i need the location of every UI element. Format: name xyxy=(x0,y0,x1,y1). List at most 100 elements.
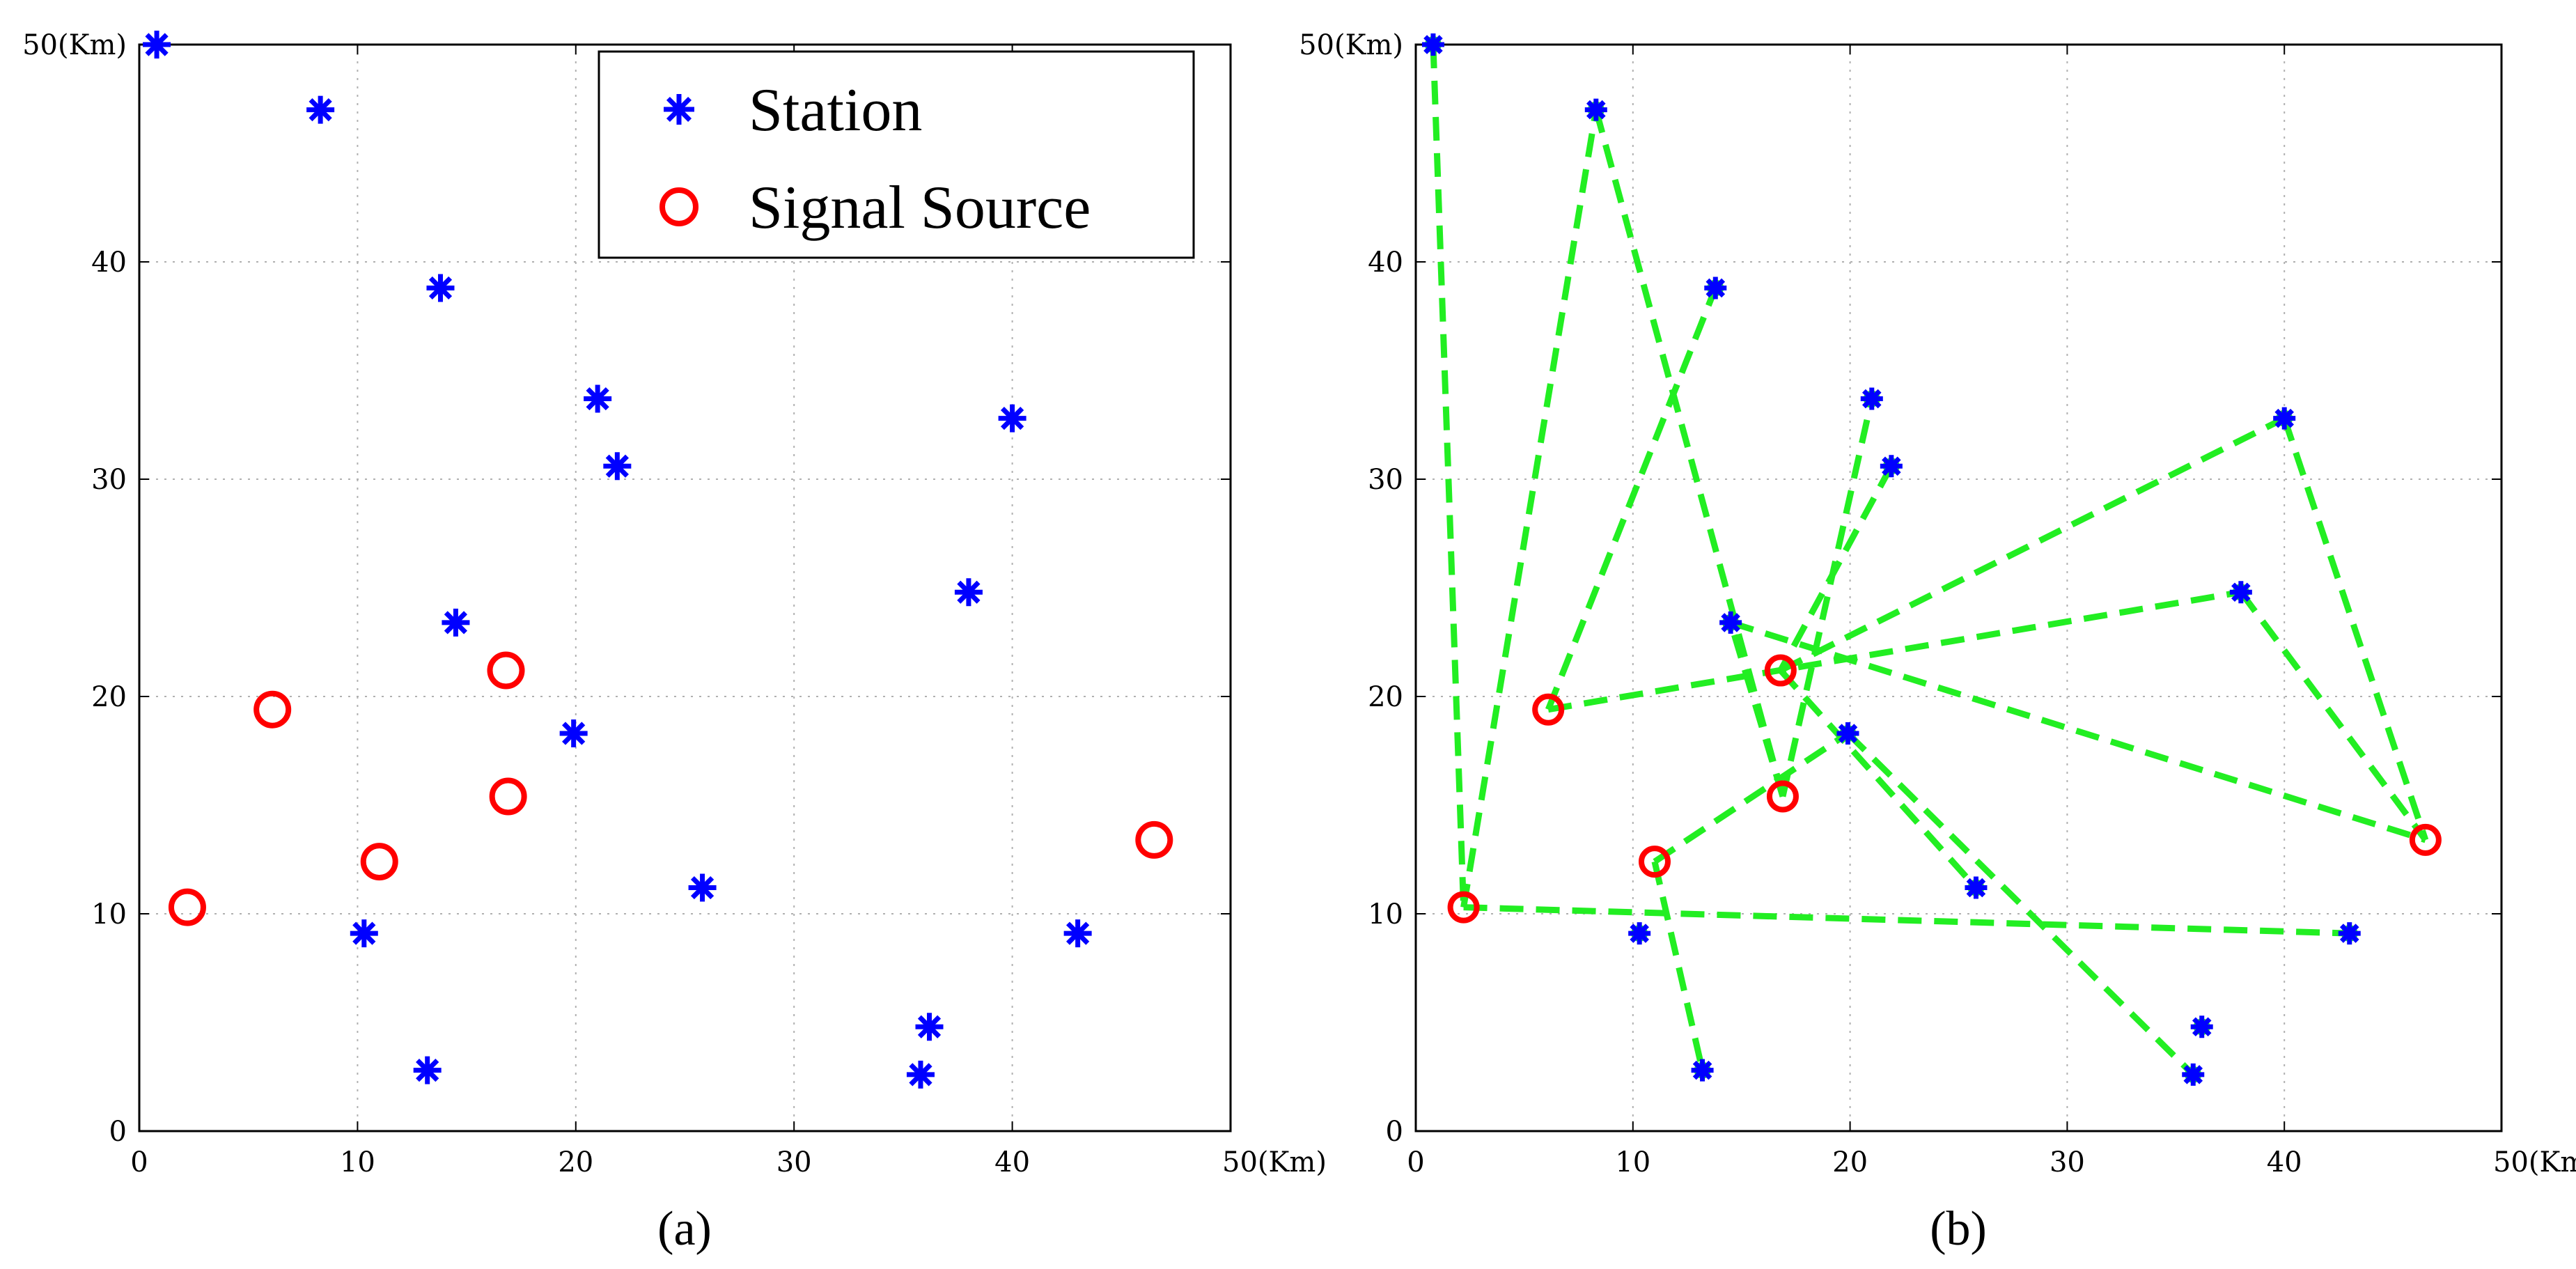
panel-b-link-line xyxy=(1845,731,2196,1077)
panel-b-link-line xyxy=(1460,109,1600,908)
panel-b-link-line xyxy=(1729,619,2427,843)
panel-b-link-line xyxy=(2281,417,2429,841)
panel-b-station-marker xyxy=(2190,1015,2213,1038)
panel-a-station-marker xyxy=(688,873,717,902)
legend-station-label: Station xyxy=(749,77,922,144)
panel-b-station-marker xyxy=(1421,33,1444,56)
panel-b-link-line xyxy=(1463,904,2350,937)
panel-b-signal-source-marker xyxy=(1764,654,1797,687)
panel-a-scatter-plot: 00 10 10 20 20 30 30 40 40 50(Km) 50(Km) Station S… xyxy=(22,29,1327,1256)
panel-a-station-marker xyxy=(426,274,455,302)
panel-b-y-tick-label: 40 xyxy=(1368,247,1403,279)
panel-b-label: (b) xyxy=(1930,1202,1987,1256)
panel-a-station-marker xyxy=(350,919,378,948)
panel-b-signal-source-marker xyxy=(1447,891,1480,924)
panel-b-station-marker xyxy=(1628,922,1651,945)
legend-signal-source-label: Signal Source xyxy=(749,174,1091,242)
panel-b-x-tick-label: 50(Km) xyxy=(2493,1146,2576,1178)
panel-a-x-tick-label: 30 xyxy=(776,1146,812,1178)
panel-b-x-tick-label: 10 xyxy=(1615,1146,1650,1178)
legend-signal-source-marker xyxy=(659,187,698,226)
panel-b-y-tick-label: 20 xyxy=(1368,681,1403,713)
panel-b-station-marker xyxy=(2338,922,2361,945)
panel-a-y-tick-label: 30 xyxy=(91,464,127,496)
panel-b-station-marker xyxy=(1836,722,1859,745)
panel-a-plot-frame xyxy=(138,43,1232,1132)
panel-a-markers xyxy=(143,31,1173,1089)
panel-a-station-marker xyxy=(998,404,1027,433)
panel-b-station-marker xyxy=(1584,98,1607,121)
panel-a-x-tick-label: 40 xyxy=(994,1146,1030,1178)
panel-b-link-line xyxy=(1547,589,2242,713)
legend-station-marker xyxy=(664,94,694,125)
panel-b-y-tick-label: 10 xyxy=(1368,898,1403,931)
panel-b-plot-frame xyxy=(1414,43,2503,1132)
panel-a-legend: Station Signal Source xyxy=(598,50,1195,259)
panel-a-station-marker xyxy=(603,452,632,481)
panel-b-station-marker xyxy=(1880,455,1903,478)
panel-a-x-tick-label: 10 xyxy=(340,1146,375,1178)
panel-a-grid xyxy=(139,45,1231,1131)
panel-b-y-tick-label: 30 xyxy=(1368,464,1403,496)
panel-b-link-line xyxy=(1653,731,1850,864)
panel-b-station-marker xyxy=(1860,387,1883,410)
panel-b-scatter-plot: 00 10 10 20 20 30 30 40 40 50(Km) 50(Km) (b) xyxy=(1299,29,2576,1256)
panel-b-station-marker xyxy=(2182,1063,2205,1086)
panel-a-y-tick-label: 20 xyxy=(91,681,127,713)
panel-b-link-line xyxy=(1779,415,2286,674)
panel-a-x-tick-label: 50(Km) xyxy=(1222,1146,1327,1178)
panel-b-x-tick-label: 40 xyxy=(2267,1146,2302,1178)
panel-b-link-line xyxy=(2238,590,2428,842)
panel-a-station-marker xyxy=(1063,919,1092,948)
panel-a-signal-source-marker xyxy=(168,888,206,926)
panel-b-station-marker xyxy=(2273,407,2296,430)
panel-b-signal-source-marker xyxy=(2409,823,2442,856)
panel-b-link-line xyxy=(1778,668,1978,890)
panel-a-ticks: 00 10 10 20 20 30 30 40 40 50(Km) 50(Km) xyxy=(22,29,1327,1178)
panel-b-grid xyxy=(1416,45,2501,1131)
panel-a-station-marker xyxy=(954,578,983,607)
panel-a-y-tick-label: 50(Km) xyxy=(22,29,127,61)
legend-station-asterisk-icon xyxy=(664,94,694,125)
panel-a-x-tick-label: 0 xyxy=(130,1146,148,1178)
panel-a-station-marker xyxy=(143,31,171,59)
legend-box xyxy=(598,50,1195,259)
panel-a-signal-source-marker xyxy=(360,843,398,881)
panel-b-station-marker xyxy=(1965,876,1988,899)
panel-a-signal-source-marker xyxy=(487,651,525,690)
panel-a-label: (a) xyxy=(657,1202,712,1256)
panel-b-station-marker xyxy=(1719,611,1742,634)
panel-a-x-tick-label: 20 xyxy=(558,1146,593,1178)
panel-a-station-marker xyxy=(584,384,612,413)
panel-a-y-tick-label: 40 xyxy=(91,247,127,279)
panel-b-link-line xyxy=(1779,398,1875,797)
panel-a-station-marker xyxy=(906,1060,935,1089)
panel-a-station-marker xyxy=(413,1056,442,1084)
panel-b-signal-source-marker xyxy=(1532,693,1565,726)
panel-a-y-tick-label: 10 xyxy=(91,898,127,931)
panel-b-link-line xyxy=(1651,861,1705,1071)
panel-b-x-tick-label: 20 xyxy=(1832,1146,1868,1178)
panel-a-station-marker xyxy=(306,95,335,124)
panel-b-y-tick-label: 0 xyxy=(1386,1116,1403,1148)
panel-b-markers xyxy=(1421,33,2442,1086)
panel-b-link-line xyxy=(1593,109,1786,797)
panel-b-station-marker xyxy=(1704,277,1727,299)
panel-b-station-marker xyxy=(1691,1059,1714,1082)
panel-b-link-line xyxy=(1777,465,1894,672)
panel-b-ticks: 00 10 10 20 20 30 30 40 40 50(Km) 50(Km) xyxy=(1299,29,2576,1178)
panel-b-signal-source-marker xyxy=(1766,780,1799,813)
panel-b-x-tick-label: 0 xyxy=(1407,1146,1424,1178)
panel-a-signal-source-marker xyxy=(253,690,292,729)
legend-signal-source-circle-icon xyxy=(659,187,698,226)
panel-b-link-line xyxy=(1727,621,1786,797)
panel-a-station-marker xyxy=(915,1013,944,1041)
panel-a-signal-source-marker xyxy=(489,777,527,816)
panel-b-signal-source-marker xyxy=(1638,846,1671,878)
panel-a-y-tick-label: 0 xyxy=(109,1116,127,1148)
panel-b-links xyxy=(1430,44,2429,1077)
panel-b-link-line xyxy=(1430,44,1467,908)
panel-b-link-line xyxy=(1545,286,1719,711)
panel-a-signal-source-marker xyxy=(1135,820,1173,859)
